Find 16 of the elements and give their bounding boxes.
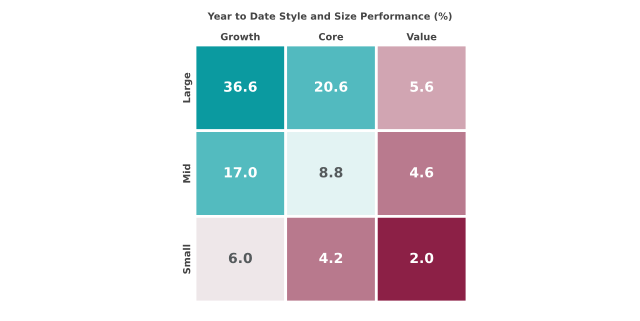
data-label: 2.0 (410, 252, 434, 264)
data-label: 5.6 (410, 81, 434, 92)
x-tick-label: Core (318, 32, 344, 40)
data-label: 20.6 (314, 81, 348, 92)
data-label: 36.6 (224, 81, 257, 92)
x-tick-label: Growth (220, 32, 260, 40)
chart-title: Year to Date Style and Size Performance (%) (208, 12, 452, 22)
x-tick-label: Value (406, 32, 436, 40)
data-label: 4.2 (319, 252, 342, 263)
y-tick-label: Mid (182, 164, 190, 183)
y-tick-label: Small (182, 244, 190, 274)
data-label: 17.0 (224, 167, 257, 178)
data-label: 4.6 (410, 167, 434, 178)
data-label: 6.0 (228, 252, 252, 264)
y-tick-label: Large (183, 72, 192, 102)
data-label: 8.8 (320, 167, 342, 178)
